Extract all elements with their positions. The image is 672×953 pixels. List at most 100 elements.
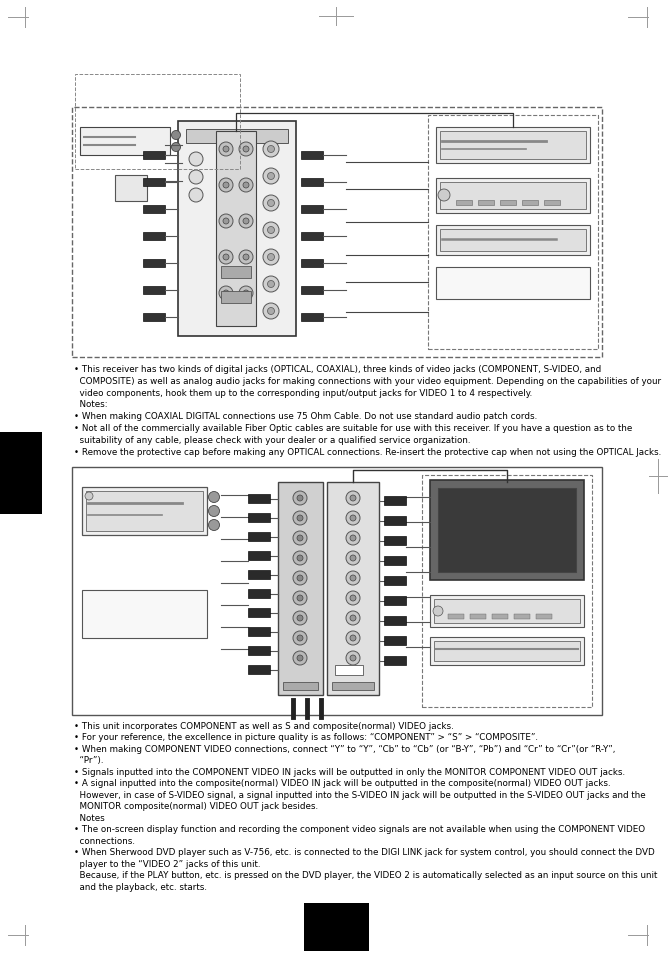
Bar bbox=[304, 903, 369, 951]
Bar bbox=[440, 132, 586, 160]
Bar bbox=[384, 517, 406, 525]
Bar bbox=[248, 589, 270, 598]
Text: • The on-screen display function and recording the component video signals are n: • The on-screen display function and rec… bbox=[74, 824, 645, 834]
Text: connections.: connections. bbox=[74, 836, 135, 845]
Bar bbox=[143, 233, 165, 241]
Bar bbox=[301, 206, 323, 213]
Bar bbox=[384, 497, 406, 505]
Bar bbox=[301, 314, 323, 322]
Bar bbox=[384, 617, 406, 625]
Bar bbox=[143, 287, 165, 294]
Bar bbox=[143, 152, 165, 160]
Bar bbox=[470, 615, 486, 619]
Bar bbox=[430, 638, 584, 665]
Bar bbox=[248, 646, 270, 656]
Bar bbox=[248, 571, 270, 579]
Bar bbox=[448, 615, 464, 619]
Bar bbox=[384, 557, 406, 565]
Bar bbox=[301, 179, 323, 187]
Circle shape bbox=[171, 132, 181, 140]
Bar bbox=[430, 480, 584, 580]
Bar bbox=[301, 260, 323, 268]
Bar bbox=[384, 657, 406, 665]
Text: MONITOR composite(normal) VIDEO OUT jack besides.: MONITOR composite(normal) VIDEO OUT jack… bbox=[74, 801, 318, 811]
Bar bbox=[384, 577, 406, 585]
Bar bbox=[430, 596, 584, 627]
Circle shape bbox=[293, 572, 307, 585]
Circle shape bbox=[171, 143, 181, 152]
Circle shape bbox=[297, 636, 303, 641]
Circle shape bbox=[223, 147, 229, 152]
Circle shape bbox=[243, 183, 249, 189]
Bar bbox=[332, 682, 374, 690]
Bar bbox=[115, 175, 147, 202]
Bar bbox=[221, 292, 251, 304]
Circle shape bbox=[346, 572, 360, 585]
Bar bbox=[221, 267, 251, 278]
Circle shape bbox=[267, 173, 274, 180]
Circle shape bbox=[346, 631, 360, 645]
Bar bbox=[248, 514, 270, 522]
Bar bbox=[544, 201, 560, 206]
Circle shape bbox=[189, 189, 203, 203]
Text: video components, hook them up to the corresponding input/output jacks for VIDEO: video components, hook them up to the co… bbox=[74, 388, 532, 397]
Bar bbox=[301, 152, 323, 160]
Bar bbox=[440, 183, 586, 210]
Circle shape bbox=[243, 147, 249, 152]
Circle shape bbox=[346, 651, 360, 665]
Bar bbox=[536, 615, 552, 619]
Text: • When making COMPONENT VIDEO connections, connect “Y” to “Y”, “Cb” to “Cb” (or : • When making COMPONENT VIDEO connection… bbox=[74, 744, 616, 753]
Circle shape bbox=[85, 493, 93, 500]
Bar bbox=[301, 233, 323, 241]
Bar bbox=[514, 615, 530, 619]
Circle shape bbox=[189, 171, 203, 185]
Circle shape bbox=[297, 496, 303, 501]
Circle shape bbox=[263, 142, 279, 158]
Bar bbox=[327, 482, 379, 696]
Circle shape bbox=[239, 143, 253, 157]
Circle shape bbox=[223, 219, 229, 225]
Text: Notes:: Notes: bbox=[74, 400, 108, 409]
Text: • When Sherwood DVD player such as V-756, etc. is connected to the DIGI LINK jac: • When Sherwood DVD player such as V-756… bbox=[74, 847, 655, 857]
Bar bbox=[143, 206, 165, 213]
Circle shape bbox=[297, 516, 303, 521]
Circle shape bbox=[346, 552, 360, 565]
Circle shape bbox=[223, 291, 229, 296]
Bar bbox=[82, 488, 207, 536]
Circle shape bbox=[346, 512, 360, 525]
Circle shape bbox=[346, 612, 360, 625]
Circle shape bbox=[297, 576, 303, 581]
Circle shape bbox=[208, 492, 220, 503]
Circle shape bbox=[433, 606, 443, 617]
Circle shape bbox=[219, 287, 233, 301]
Text: • A signal inputted into the composite(normal) VIDEO IN jack will be outputted i: • A signal inputted into the composite(n… bbox=[74, 779, 611, 788]
Text: • Not all of the commercially available Fiber Optic cables are suitable for use : • Not all of the commercially available … bbox=[74, 423, 632, 433]
Circle shape bbox=[293, 651, 307, 665]
Circle shape bbox=[350, 596, 356, 601]
Circle shape bbox=[293, 592, 307, 605]
Circle shape bbox=[438, 190, 450, 202]
Circle shape bbox=[223, 254, 229, 261]
Circle shape bbox=[243, 291, 249, 296]
Text: • This unit incorporates COMPONENT as well as S and composite(normal) VIDEO jack: • This unit incorporates COMPONENT as we… bbox=[74, 721, 454, 730]
Bar bbox=[178, 122, 296, 336]
Bar bbox=[82, 590, 207, 639]
Text: suitability of any cable, please check with your dealer or a qualified service o: suitability of any cable, please check w… bbox=[74, 436, 470, 444]
Circle shape bbox=[350, 576, 356, 581]
Circle shape bbox=[293, 512, 307, 525]
Bar bbox=[301, 287, 323, 294]
Circle shape bbox=[263, 223, 279, 239]
Bar bbox=[248, 665, 270, 675]
Bar bbox=[143, 179, 165, 187]
Circle shape bbox=[293, 532, 307, 545]
Circle shape bbox=[297, 656, 303, 661]
Bar bbox=[436, 226, 590, 255]
Circle shape bbox=[350, 556, 356, 561]
Bar bbox=[75, 75, 240, 170]
Circle shape bbox=[346, 492, 360, 505]
Bar bbox=[248, 608, 270, 618]
Circle shape bbox=[267, 254, 274, 261]
Text: • Signals inputted into the COMPONENT VIDEO IN jacks will be outputted in only t: • Signals inputted into the COMPONENT VI… bbox=[74, 767, 625, 776]
Circle shape bbox=[350, 516, 356, 521]
Bar bbox=[492, 615, 508, 619]
